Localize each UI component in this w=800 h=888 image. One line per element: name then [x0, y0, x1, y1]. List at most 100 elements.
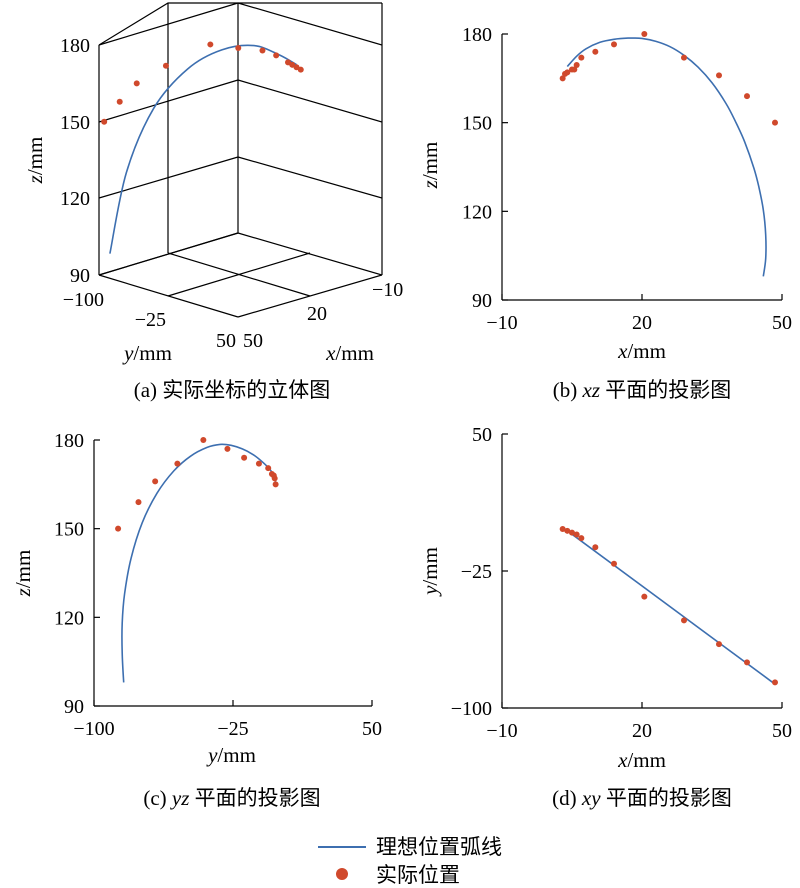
actual-position-point — [207, 41, 214, 48]
x-tick-label: 50 — [772, 312, 792, 334]
x-tick-label: −100 — [73, 718, 114, 740]
actual-position-point — [573, 531, 580, 538]
actual-position-point — [235, 45, 242, 52]
actual-position-point — [716, 72, 722, 79]
panel-a-y-tick-label: −100 — [63, 289, 104, 311]
panel-a-x-tick-label: 50 — [243, 330, 263, 352]
x-tick-label: 20 — [632, 312, 652, 334]
actual-position-point — [772, 679, 778, 686]
actual-position-point — [569, 529, 575, 536]
actual-position-point — [578, 54, 585, 61]
actual-position-point — [744, 93, 750, 100]
panel-a-x-tick-label: 20 — [307, 303, 327, 325]
panel-b-ticks: −10 20 50 90 120 150 180 — [462, 24, 792, 334]
ideal-arc-line — [109, 44, 297, 254]
panel-a-z-tick-label: 90 — [70, 265, 90, 287]
panel-c-y-axis-label: z/mm — [11, 550, 35, 598]
legend-actual-label: 实际位置 — [376, 863, 460, 887]
actual-position-point — [241, 454, 248, 461]
panel-a-3d-plot: 180 150 120 90 −100 −25 50 −10 20 50 z/m… — [23, 2, 403, 402]
panel-d-xy-plot: −10 20 50 −100 −25 50 y/mm x/mm (d) xy 平面的投影图 — [418, 424, 792, 810]
actual-position-point — [200, 437, 207, 443]
actual-position-point — [255, 460, 262, 467]
panel-d-marks — [559, 525, 778, 686]
panel-d-ticks: −10 20 50 −100 −25 50 — [451, 424, 792, 742]
legend: 理想位置弧线 实际位置 — [318, 835, 502, 887]
panel-b-y-axis-label: z/mm — [418, 142, 442, 190]
actual-position-point — [592, 48, 599, 55]
panel-b-caption: (b) xz 平面的投影图 — [553, 378, 732, 402]
actual-position-point — [116, 98, 123, 105]
panel-d-x-axis-label: x/mm — [617, 748, 666, 772]
actual-position-point — [559, 525, 566, 532]
panel-a-z-tick-label: 120 — [60, 188, 90, 210]
actual-position-point — [744, 659, 750, 666]
actual-position-point — [272, 481, 279, 488]
actual-position-point — [716, 641, 722, 648]
actual-position-point — [259, 47, 266, 54]
panel-d-y-axis-label: y/mm — [418, 547, 442, 597]
y-tick-label: 50 — [472, 424, 492, 446]
x-tick-label: 50 — [362, 718, 382, 740]
actual-position-point — [174, 460, 181, 467]
panel-a-y-axis-label: y/mm — [122, 341, 172, 365]
y-tick-label: 90 — [64, 696, 84, 718]
ideal-arc-line — [566, 37, 767, 277]
panel-b-x-axis-label: x/mm — [617, 339, 666, 363]
panel-d-axes — [501, 434, 782, 709]
actual-position-point — [681, 617, 687, 624]
actual-position-point — [681, 54, 687, 61]
actual-position-point — [224, 445, 231, 452]
y-tick-label: −100 — [451, 698, 492, 720]
actual-position-point — [578, 535, 585, 542]
ideal-arc-line — [566, 530, 774, 684]
panel-a-caption: (a) 实际坐标的立体图 — [134, 378, 331, 402]
panel-c-yz-plot: −100 −25 50 90 120 150 180 z/mm y/mm (c) yz 平面… — [11, 430, 382, 810]
panel-b-marks — [559, 31, 778, 277]
panel-a-z-axis-label: z/mm — [23, 137, 47, 185]
actual-position-point — [265, 465, 272, 472]
actual-position-point — [152, 478, 159, 485]
actual-position-point — [564, 69, 571, 76]
actual-position-point — [611, 560, 617, 567]
panel-c-caption: (c) yz 平面的投影图 — [143, 786, 320, 810]
actual-position-point — [271, 475, 278, 482]
panel-a-marks — [101, 41, 304, 254]
actual-position-point — [297, 66, 304, 73]
actual-position-point — [115, 525, 122, 532]
panel-a-x-tick-label: −10 — [372, 279, 403, 301]
y-tick-label: 120 — [54, 607, 84, 629]
ideal-arc-line — [121, 443, 277, 683]
y-tick-label: −25 — [461, 561, 492, 583]
y-tick-label: 150 — [54, 519, 84, 541]
panel-c-axes — [93, 440, 372, 707]
panel-a-box-frame — [98, 2, 383, 318]
actual-position-point — [162, 62, 169, 69]
actual-position-point — [133, 80, 140, 87]
x-tick-label: 50 — [772, 720, 792, 742]
actual-position-point — [641, 593, 648, 600]
panel-a-y-tick-label: 50 — [216, 330, 236, 352]
actual-position-point — [772, 119, 778, 126]
y-tick-label: 150 — [462, 113, 492, 135]
panel-a-z-tick-label: 150 — [60, 112, 90, 134]
panel-b-axes — [501, 34, 782, 301]
actual-position-point — [273, 52, 280, 59]
panel-c-x-axis-label: y/mm — [206, 743, 256, 767]
actual-position-point — [592, 544, 599, 551]
panel-d-caption: (d) xy 平面的投影图 — [552, 786, 732, 810]
panel-b-xz-plot: −10 20 50 90 120 150 180 z/mm x/mm (b) xz 平面的投… — [418, 24, 792, 402]
panel-a-x-axis-label: x/mm — [325, 341, 374, 365]
y-tick-label: 120 — [462, 201, 492, 223]
x-tick-label: −10 — [486, 312, 517, 334]
legend-actual-point-swatch — [336, 868, 348, 880]
x-tick-label: 20 — [632, 720, 652, 742]
panel-c-ticks: −100 −25 50 90 120 150 180 — [54, 430, 382, 740]
y-tick-label: 180 — [462, 24, 492, 46]
actual-position-point — [564, 527, 571, 534]
actual-position-point — [611, 41, 617, 48]
legend-ideal-label: 理想位置弧线 — [376, 835, 502, 859]
y-tick-label: 90 — [472, 290, 492, 312]
x-tick-label: −25 — [217, 718, 248, 740]
